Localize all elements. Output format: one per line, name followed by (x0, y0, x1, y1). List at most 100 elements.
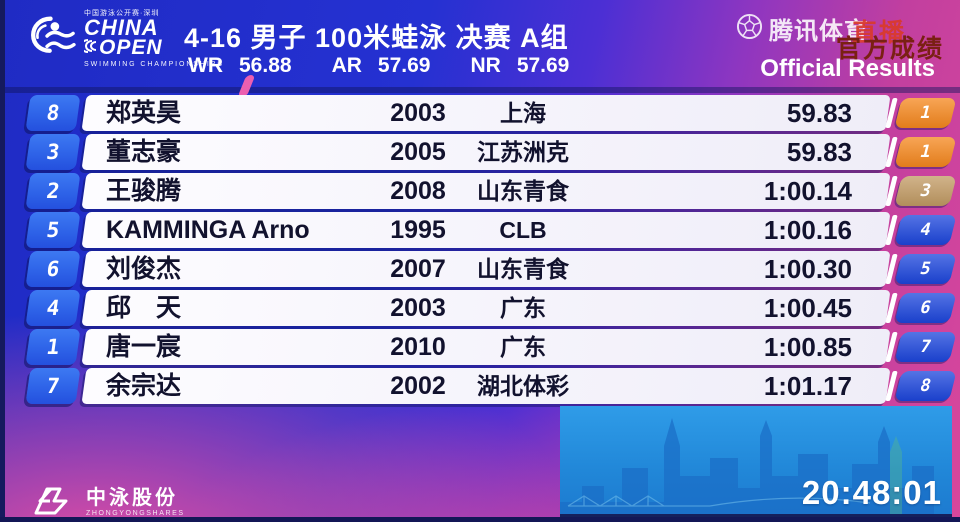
lane-number: 3 (44, 140, 62, 164)
sponsor-logo: 中泳股份 ZHONGYONGSHARES (30, 483, 185, 522)
tencent-sports-icon (736, 13, 763, 45)
watermark-brand: 腾讯体育 (769, 18, 869, 45)
rank-badge: 1 (894, 98, 957, 128)
lane-number-box: 6 (25, 251, 81, 287)
result-row: 3 董志豪 2005 江苏洲克 59.83 1 (0, 134, 960, 170)
lane-number: 7 (44, 374, 62, 398)
rank-badge: 3 (894, 176, 957, 206)
logo-subtitle-cn: 中国游泳公开赛·深圳 (84, 10, 160, 17)
rank-number: 4 (917, 220, 934, 240)
record-ar: AR 57.69 (332, 54, 431, 78)
athlete-name: KAMMINGA Arno (106, 216, 310, 244)
official-results-en: Official Results (760, 55, 935, 82)
result-row: 5 KAMMINGA Arno 1995 CLB 1:00.16 4 (0, 212, 960, 248)
left-edge-strip (0, 0, 5, 522)
rank-badge: 6 (894, 293, 957, 323)
rank-badge: 4 (894, 215, 957, 245)
rank-number: 5 (917, 259, 934, 279)
team-name: 湖北体彩 (477, 373, 569, 399)
birth-year: 2003 (390, 99, 446, 127)
result-time: 1:00.14 (763, 176, 852, 206)
rank-badge: 8 (894, 371, 957, 401)
lane-number-box: 2 (25, 173, 81, 209)
team-name: 山东青食 (477, 178, 569, 204)
records-bar: WR 56.88 AR 57.69 NR 57.69 (188, 54, 569, 78)
result-time: 1:01.17 (763, 371, 852, 401)
result-time: 1:00.30 (763, 254, 852, 284)
event-title: 4-16 男子 100米蛙泳 决赛 A组 (184, 23, 569, 53)
logo-name-line2: OPEN (99, 36, 163, 59)
athlete-name: 董志豪 (106, 138, 182, 166)
athlete-name: 唐一宸 (106, 333, 182, 361)
header-divider (0, 87, 960, 93)
echo-arcs-icon (80, 38, 97, 57)
city-skyline-icon (560, 418, 934, 514)
birth-year: 2010 (390, 333, 446, 361)
record-value: 57.69 (377, 54, 431, 77)
result-time: 59.83 (786, 137, 852, 167)
record-nr: NR 57.69 (470, 54, 569, 78)
result-row: 8 郑英昊 2003 上海 59.83 1 (0, 95, 960, 131)
record-value: 57.69 (516, 54, 570, 77)
birth-year: 2007 (390, 255, 446, 283)
athlete-name: 余宗达 (106, 372, 182, 400)
athlete-name: 邱 天 (106, 294, 182, 322)
time-of-day-clock: 20:48:01 (801, 474, 942, 511)
zhongyong-logo-icon (30, 483, 78, 522)
birth-year: 1995 (390, 216, 446, 244)
rank-number: 6 (917, 298, 934, 318)
skyline-panel: 20:48:01 (560, 406, 952, 520)
athlete-name: 王骏腾 (106, 177, 182, 205)
rank-number: 1 (917, 103, 934, 123)
lane-number-box: 1 (25, 329, 81, 365)
result-time: 1:00.45 (763, 293, 852, 323)
china-open-logo: 中国游泳公开赛·深圳 CHINA OPEN SWIMMING CHAMPIONS… (28, 8, 222, 68)
record-label: AR (331, 54, 362, 77)
rank-badge: 1 (894, 137, 957, 167)
watermark-live-badge: 直播 (852, 19, 907, 47)
bottom-edge-strip (0, 517, 960, 522)
athlete-name: 郑英昊 (106, 99, 182, 127)
rank-badge: 7 (894, 332, 957, 362)
team-name: 江苏洲克 (477, 139, 569, 165)
lane-number-box: 8 (25, 95, 81, 131)
result-row: 6 刘俊杰 2007 山东青食 1:00.30 5 (0, 251, 960, 287)
lane-number: 2 (44, 179, 62, 203)
birth-year: 2003 (390, 294, 446, 322)
record-label: NR (470, 54, 501, 77)
rank-number: 1 (917, 142, 934, 162)
result-time: 59.83 (786, 98, 852, 128)
lane-number-box: 5 (25, 212, 81, 248)
athlete-name: 刘俊杰 (106, 255, 182, 283)
record-label: WR (188, 54, 223, 77)
rank-badge: 5 (894, 254, 957, 284)
team-name: 上海 (500, 100, 546, 126)
result-time: 1:00.85 (763, 332, 852, 362)
record-value: 56.88 (239, 54, 292, 77)
swimmer-icon (28, 11, 80, 66)
result-row: 4 邱 天 2003 广东 1:00.45 6 (0, 290, 960, 326)
lane-number-box: 4 (25, 290, 81, 326)
rank-number: 3 (917, 181, 934, 201)
official-results-cn: 官方成绩 (835, 35, 944, 63)
sponsor-name-cn: 中泳股份 (86, 487, 178, 509)
logo-name-line1: CHINA (84, 15, 159, 40)
lane-number: 5 (44, 218, 62, 242)
rank-number: 7 (917, 337, 934, 357)
lane-number: 1 (44, 335, 62, 359)
birth-year: 2008 (390, 177, 446, 205)
record-wr: WR 56.88 (188, 54, 292, 78)
lane-number: 8 (44, 101, 62, 125)
birth-year: 2005 (390, 138, 446, 166)
team-name: CLB (499, 217, 547, 243)
lane-number: 6 (44, 257, 62, 281)
lane-number-box: 7 (25, 368, 81, 404)
team-name: 广东 (500, 334, 546, 360)
birth-year: 2002 (390, 372, 446, 400)
result-row: 7 余宗达 2002 湖北体彩 1:01.17 8 (0, 368, 960, 404)
result-time: 1:00.16 (763, 215, 852, 245)
logo-tagline: SWIMMING CHAMPIONSHIPS (84, 61, 224, 68)
rank-number: 8 (917, 376, 934, 396)
lane-number: 4 (44, 296, 62, 320)
